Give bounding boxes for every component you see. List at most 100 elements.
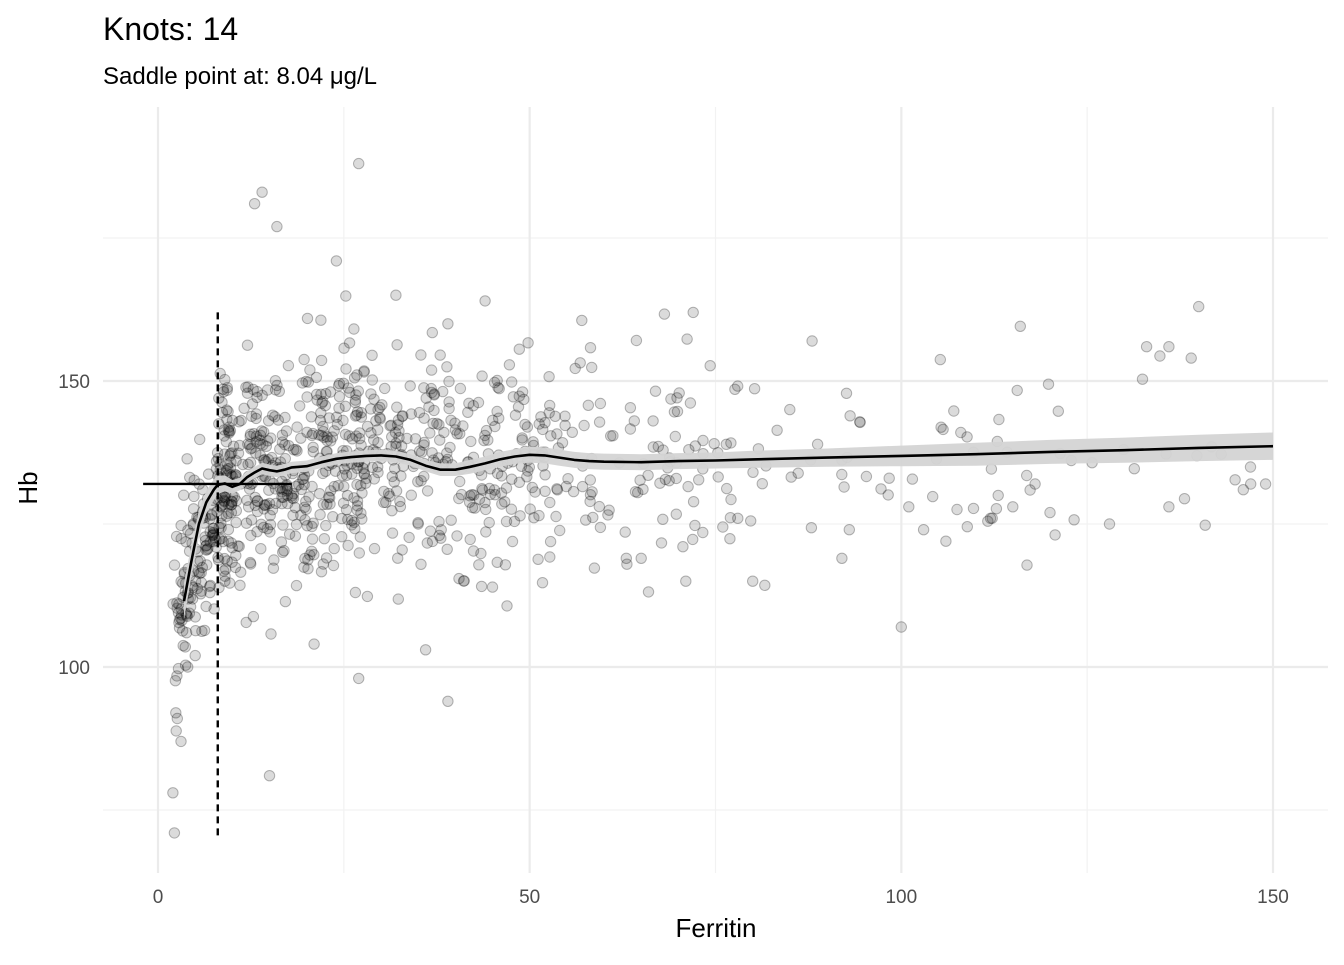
data-point bbox=[252, 495, 264, 507]
data-point bbox=[187, 503, 200, 515]
data-point bbox=[247, 383, 259, 396]
data-point bbox=[412, 517, 424, 529]
data-point bbox=[218, 494, 230, 507]
data-point bbox=[175, 735, 187, 748]
data-point bbox=[428, 389, 440, 401]
data-point bbox=[401, 432, 413, 445]
data-point bbox=[513, 390, 525, 402]
data-point bbox=[792, 467, 804, 479]
data-point bbox=[505, 503, 518, 515]
data-point bbox=[467, 545, 480, 557]
data-point bbox=[708, 438, 720, 450]
data-point bbox=[1007, 501, 1019, 513]
data-point bbox=[317, 425, 329, 438]
data-point bbox=[374, 401, 386, 414]
data-point bbox=[269, 384, 282, 396]
data-point bbox=[180, 627, 193, 639]
data-point bbox=[350, 430, 362, 442]
data-point bbox=[386, 527, 399, 539]
data-point bbox=[491, 374, 503, 387]
data-point bbox=[218, 430, 230, 442]
data-point bbox=[514, 510, 526, 522]
data-point bbox=[300, 495, 312, 508]
data-point bbox=[384, 420, 396, 432]
data-point bbox=[346, 519, 358, 531]
data-point bbox=[222, 523, 235, 536]
data-point bbox=[315, 429, 328, 442]
data-point bbox=[246, 442, 258, 454]
data-point bbox=[442, 318, 454, 330]
data-point bbox=[630, 334, 643, 347]
data-point bbox=[441, 543, 453, 555]
data-point bbox=[395, 470, 407, 482]
data-point bbox=[506, 535, 519, 548]
data-point bbox=[584, 342, 597, 354]
data-point bbox=[225, 499, 238, 511]
data-point bbox=[344, 386, 356, 399]
data-point bbox=[453, 492, 465, 505]
data-point bbox=[840, 387, 853, 399]
data-point bbox=[567, 485, 580, 498]
data-point bbox=[241, 339, 254, 351]
data-point bbox=[250, 436, 262, 448]
data-point bbox=[287, 492, 300, 505]
data-point bbox=[554, 524, 566, 537]
data-point bbox=[393, 431, 405, 444]
data-point bbox=[189, 649, 201, 662]
data-point bbox=[220, 436, 233, 448]
data-point bbox=[307, 441, 319, 453]
data-point bbox=[1049, 529, 1061, 541]
data-point bbox=[584, 474, 596, 486]
data-point bbox=[1021, 559, 1033, 571]
data-point bbox=[495, 470, 508, 482]
data-point bbox=[171, 602, 183, 614]
data-point bbox=[624, 402, 637, 414]
data-point bbox=[169, 675, 182, 687]
data-point bbox=[275, 536, 288, 548]
data-point bbox=[784, 403, 796, 416]
data-point bbox=[1011, 384, 1023, 397]
data-point bbox=[257, 521, 270, 534]
data-point bbox=[224, 425, 237, 437]
data-point bbox=[244, 430, 256, 443]
data-point bbox=[550, 510, 562, 523]
data-point bbox=[425, 364, 438, 376]
data-point bbox=[948, 405, 960, 417]
data-point bbox=[355, 439, 367, 451]
data-point bbox=[343, 430, 355, 442]
data-point bbox=[320, 519, 332, 532]
data-point bbox=[671, 392, 683, 404]
data-point bbox=[506, 376, 518, 388]
data-point bbox=[219, 570, 231, 582]
data-point bbox=[380, 496, 392, 509]
data-point bbox=[213, 581, 225, 594]
data-point bbox=[348, 492, 360, 504]
data-point bbox=[217, 498, 229, 510]
data-point bbox=[917, 524, 930, 536]
data-point bbox=[339, 428, 352, 441]
data-point bbox=[594, 521, 607, 534]
data-point bbox=[578, 419, 590, 432]
data-point bbox=[704, 360, 716, 372]
data-point bbox=[562, 473, 574, 485]
data-point bbox=[368, 393, 380, 405]
data-point bbox=[386, 431, 398, 443]
data-point bbox=[516, 434, 528, 446]
data-point bbox=[351, 500, 364, 512]
data-point bbox=[179, 659, 192, 671]
data-point bbox=[251, 385, 263, 398]
data-point bbox=[454, 428, 466, 440]
data-point bbox=[536, 577, 549, 589]
data-point bbox=[189, 611, 202, 623]
data-point bbox=[205, 508, 218, 520]
data-point bbox=[365, 388, 377, 400]
data-point bbox=[478, 434, 490, 447]
data-point bbox=[559, 419, 571, 432]
data-point bbox=[391, 339, 403, 351]
data-point bbox=[317, 420, 329, 433]
data-point bbox=[524, 503, 536, 515]
data-point bbox=[479, 429, 491, 442]
data-point bbox=[279, 439, 291, 451]
data-point bbox=[560, 480, 572, 493]
data-point bbox=[225, 456, 237, 468]
